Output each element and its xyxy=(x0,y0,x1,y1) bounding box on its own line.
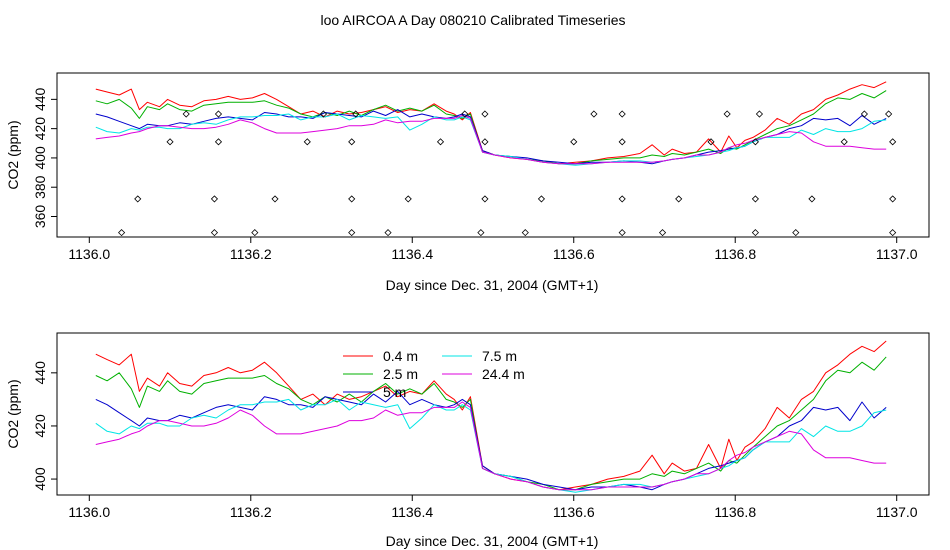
bottom-y-axis-label: CO2 (ppm) xyxy=(5,379,21,448)
top-series-line-0-4-m xyxy=(95,81,887,165)
top-plot-frame xyxy=(56,72,930,238)
top-diamond-marker xyxy=(481,138,489,146)
top-diamond-marker xyxy=(384,229,392,237)
bottom-plot: 1136.0 1136.2 1136.4 1136.6 1136.8 1137.0 400… xyxy=(5,332,930,549)
top-diamond-marker xyxy=(182,110,190,118)
legend-entry-label: 7.5 m xyxy=(482,348,517,364)
top-diamond-marker xyxy=(751,195,759,203)
top-diamond-marker xyxy=(675,195,683,203)
top-diamond-marker xyxy=(723,110,731,118)
legend-entry-label: 5 m xyxy=(383,384,406,400)
top-x-tick-label: 1136.8 xyxy=(714,246,756,262)
bottom-x-tick-label: 1136.0 xyxy=(68,504,110,520)
top-diamond-marker xyxy=(751,229,759,237)
top-diamond-marker xyxy=(477,229,485,237)
top-diamond-marker xyxy=(521,229,529,237)
page-title: loo AIRCOA A Day 080210 Calibrated Times… xyxy=(320,12,625,28)
legend: 0.4 m 2.5 m 5 m 7.5 m 24.4 m xyxy=(343,348,525,400)
top-diamond-marker xyxy=(404,195,412,203)
top-diamond-marker xyxy=(436,138,445,146)
bottom-y-tick-label: 400 xyxy=(32,467,48,491)
top-diamond-marker xyxy=(214,138,223,146)
top-diamond-marker xyxy=(885,110,893,118)
top-x-tick-label: 1136.2 xyxy=(230,246,272,262)
legend-entry-label: 2.5 m xyxy=(383,366,418,382)
top-diamond-marker xyxy=(889,195,897,203)
top-diamond-marker xyxy=(707,138,715,146)
top-y-tick-label: 440 xyxy=(32,87,48,111)
bottom-y-tick-label: 440 xyxy=(32,361,48,385)
top-series-line-7-5-m xyxy=(95,113,887,166)
top-diamond-marker xyxy=(840,138,848,146)
top-diamond-marker xyxy=(618,229,626,237)
top-diamond-marker xyxy=(352,110,360,118)
top-diamond-marker xyxy=(751,138,759,146)
top-diamond-marker xyxy=(303,138,311,146)
top-series-line-24-4-m xyxy=(95,115,887,165)
bottom-x-tick-label: 1136.2 xyxy=(230,504,272,520)
bottom-x-tick-label: 1136.8 xyxy=(714,504,756,520)
top-x-tick-label: 1136.4 xyxy=(391,246,433,262)
bottom-plot-frame xyxy=(56,332,930,496)
top-diamond-marker xyxy=(537,195,546,203)
top-x-axis-label: Day since Dec. 31, 2004 (GMT+1) xyxy=(386,277,599,293)
top-diamond-marker xyxy=(210,195,219,203)
top-x-tick-label: 1136.0 xyxy=(68,246,110,262)
top-diamond-marker xyxy=(618,195,626,203)
top-diamond-marker xyxy=(348,229,356,237)
top-x-tick-label: 1136.6 xyxy=(553,246,595,262)
top-x-tick-label: 1137.0 xyxy=(876,246,918,262)
top-y-tick-label: 420 xyxy=(32,117,48,141)
top-diamond-marker xyxy=(808,195,816,203)
bottom-series-line-0-4-m xyxy=(95,340,887,491)
bottom-x-axis-label: Day since Dec. 31, 2004 (GMT+1) xyxy=(386,533,599,549)
top-diamond-marker xyxy=(889,229,897,237)
top-plot: 1136.0 1136.2 1136.4 1136.6 1136.8 1137.0 360… xyxy=(5,72,930,293)
top-diamond-marker xyxy=(792,229,800,237)
bottom-x-tick-label: 1136.6 xyxy=(553,504,595,520)
top-diamond-marker xyxy=(618,138,626,146)
top-diamond-marker xyxy=(860,110,868,118)
top-diamond-marker xyxy=(658,229,667,237)
legend-entry-label: 24.4 m xyxy=(482,366,525,382)
top-diamond-marker xyxy=(618,110,626,118)
legend-entry-label: 0.4 m xyxy=(383,348,418,364)
top-diamond-marker xyxy=(889,138,897,146)
top-diamond-marker xyxy=(481,195,489,203)
bottom-series-line-24-4-m xyxy=(95,401,887,491)
top-diamond-marker xyxy=(210,229,219,237)
top-diamond-marker xyxy=(590,110,598,118)
top-y-tick-label: 360 xyxy=(32,205,48,229)
top-y-axis-label: CO2 (ppm) xyxy=(5,120,21,189)
top-y-tick-label: 400 xyxy=(32,146,48,170)
top-diamond-marker xyxy=(755,110,764,118)
top-diamond-marker xyxy=(319,110,328,118)
bottom-series-line-7-5-m xyxy=(95,398,887,493)
top-diamond-marker xyxy=(134,195,142,203)
top-diamond-marker xyxy=(461,110,469,118)
top-diamond-marker xyxy=(118,229,126,237)
bottom-y-tick-label: 420 xyxy=(32,414,48,438)
top-diamond-marker xyxy=(348,195,356,203)
bottom-x-tick-label: 1137.0 xyxy=(876,504,918,520)
top-diamond-marker xyxy=(214,110,223,118)
top-diamond-marker xyxy=(166,138,174,146)
bottom-x-tick-label: 1136.4 xyxy=(391,504,433,520)
top-diamond-marker xyxy=(481,110,489,118)
top-diamond-marker xyxy=(570,138,578,146)
top-diamond-marker xyxy=(251,229,259,237)
top-diamond-marker xyxy=(271,195,279,203)
top-diamond-marker xyxy=(348,138,356,146)
top-y-tick-label: 380 xyxy=(32,175,48,199)
